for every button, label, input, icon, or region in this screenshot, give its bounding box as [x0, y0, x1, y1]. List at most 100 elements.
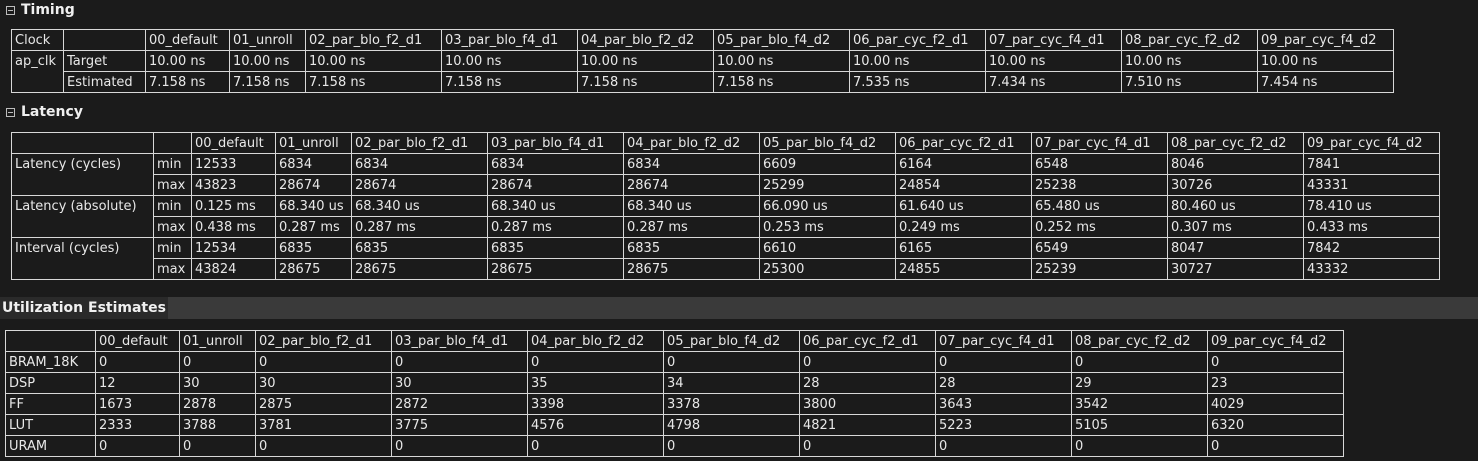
- table-header-cell: 00_default: [95, 330, 180, 352]
- table-row: URAM 0 0 0 0 0 0 0 0 0 0: [5, 435, 1344, 457]
- table-row: LUT 2333 3788 3781 3775 4576 4798 4821 5223 5105 6…: [5, 414, 1344, 436]
- table-cell: 12534: [191, 237, 276, 259]
- table-cell: 10.00 ns: [577, 50, 714, 72]
- timing-section-header[interactable]: Timing: [6, 2, 75, 18]
- timing-title: Timing: [21, 2, 75, 18]
- table-cell: 30727: [1167, 258, 1304, 280]
- table-cell: 12533: [191, 153, 276, 175]
- table-cell: 0.287 ms: [487, 216, 624, 238]
- latency-section-header[interactable]: Latency: [6, 104, 83, 120]
- table-cell: 2333: [95, 414, 180, 436]
- table-header-cell: 08_par_cyc_f2_d2: [1121, 29, 1258, 51]
- table-cell: 30: [179, 372, 256, 394]
- table-header-cell: 07_par_cyc_f4_d1: [1031, 132, 1168, 154]
- table-cell: min: [153, 153, 192, 175]
- table-cell: 7.158 ns: [441, 71, 578, 93]
- table-cell: 0: [255, 351, 392, 373]
- table-cell: 6834: [351, 153, 488, 175]
- table-cell: 24855: [895, 258, 1032, 280]
- table-cell: 0.438 ms: [191, 216, 276, 238]
- table-header-cell: 02_par_blo_f2_d1: [305, 29, 442, 51]
- table-cell: 0: [1207, 351, 1344, 373]
- table-cell: 28: [935, 372, 1072, 394]
- table-cell: 7.454 ns: [1257, 71, 1394, 93]
- table-cell: 6320: [1207, 414, 1344, 436]
- table-cell: 8047: [1167, 237, 1304, 259]
- table-cell: 6165: [895, 237, 1032, 259]
- table-cell: 10.00 ns: [1257, 50, 1394, 72]
- table-cell: 28675: [487, 258, 624, 280]
- table-header-cell: 01_unroll: [179, 330, 256, 352]
- table-cell: 3788: [179, 414, 256, 436]
- table-cell: ap_clk: [11, 50, 64, 72]
- collapse-icon[interactable]: [6, 107, 15, 117]
- table-header-cell: 06_par_cyc_f2_d1: [895, 132, 1032, 154]
- table-cell: 61.640 us: [895, 195, 1032, 217]
- table-cell: 6549: [1031, 237, 1168, 259]
- table-cell: 65.480 us: [1031, 195, 1168, 217]
- table-cell: 66.090 us: [759, 195, 896, 217]
- table-cell: [11, 71, 64, 93]
- table-cell: 28674: [275, 174, 352, 196]
- table-header-cell: 00_default: [145, 29, 230, 51]
- table-cell: 0.287 ms: [275, 216, 352, 238]
- table-cell: 5105: [1071, 414, 1208, 436]
- table-cell: 0.307 ms: [1167, 216, 1304, 238]
- latency-title: Latency: [21, 104, 83, 120]
- table-cell: 28674: [487, 174, 624, 196]
- table-cell: Interval (cycles): [11, 237, 154, 259]
- table-cell: 0: [663, 435, 800, 457]
- table-cell: 4821: [799, 414, 936, 436]
- table-cell: 7.434 ns: [985, 71, 1122, 93]
- table-cell: 6164: [895, 153, 1032, 175]
- table-cell: 28675: [351, 258, 488, 280]
- table-cell: 23: [1207, 372, 1344, 394]
- table-cell: DSP: [5, 372, 96, 394]
- table-header-cell: 02_par_blo_f2_d1: [351, 132, 488, 154]
- table-cell: 4029: [1207, 393, 1344, 415]
- table-cell: 0.433 ms: [1303, 216, 1440, 238]
- table-cell: 1673: [95, 393, 180, 415]
- table-cell: 28674: [351, 174, 488, 196]
- table-header-row: 00_default 01_unroll 02_par_blo_f2_d1 03_pa…: [11, 132, 1440, 154]
- table-cell: 0.287 ms: [351, 216, 488, 238]
- table-header-cell: Clock: [11, 29, 64, 51]
- table-row: BRAM_18K 0 0 0 0 0 0 0 0 0 0: [5, 351, 1344, 373]
- table-cell: 6835: [275, 237, 352, 259]
- table-cell: 10.00 ns: [713, 50, 850, 72]
- table-cell: 25299: [759, 174, 896, 196]
- utilization-section-header[interactable]: Utilization Estimates: [0, 297, 1478, 319]
- table-cell: min: [153, 237, 192, 259]
- table-cell: 3775: [391, 414, 528, 436]
- table-header-cell: 03_par_blo_f4_d1: [441, 29, 578, 51]
- table-cell: 10.00 ns: [985, 50, 1122, 72]
- table-cell: 10.00 ns: [849, 50, 986, 72]
- table-cell: 0: [799, 351, 936, 373]
- table-cell: 43331: [1303, 174, 1440, 196]
- table-header-cell: [63, 29, 146, 51]
- table-cell: 30726: [1167, 174, 1304, 196]
- table-cell: 6834: [275, 153, 352, 175]
- table-cell: 0.249 ms: [895, 216, 1032, 238]
- table-cell: 25239: [1031, 258, 1168, 280]
- table-cell: 7.535 ns: [849, 71, 986, 93]
- table-cell: URAM: [5, 435, 96, 457]
- table-row: Estimated 7.158 ns 7.158 ns 7.158 ns 7.158 n…: [11, 71, 1394, 93]
- table-cell: 7.510 ns: [1121, 71, 1258, 93]
- table-row: max 0.438 ms 0.287 ms 0.287 ms 0.287 ms 0.287…: [11, 216, 1440, 238]
- table-cell: 6610: [759, 237, 896, 259]
- table-cell: max: [153, 174, 192, 196]
- table-cell: 6834: [487, 153, 624, 175]
- table-cell: 7.158 ns: [577, 71, 714, 93]
- table-cell: 2878: [179, 393, 256, 415]
- table-cell: 25300: [759, 258, 896, 280]
- table-cell: 0: [935, 351, 1072, 373]
- table-cell: 0: [1071, 351, 1208, 373]
- table-header-cell: 07_par_cyc_f4_d1: [985, 29, 1122, 51]
- table-header-cell: 09_par_cyc_f4_d2: [1257, 29, 1394, 51]
- collapse-icon[interactable]: [6, 5, 15, 15]
- table-row: Latency (cycles) min 12533 6834 6834 6834 6834…: [11, 153, 1440, 175]
- table-cell: 2875: [255, 393, 392, 415]
- table-cell: 78.410 us: [1303, 195, 1440, 217]
- table-header-cell: 05_par_blo_f4_d2: [759, 132, 896, 154]
